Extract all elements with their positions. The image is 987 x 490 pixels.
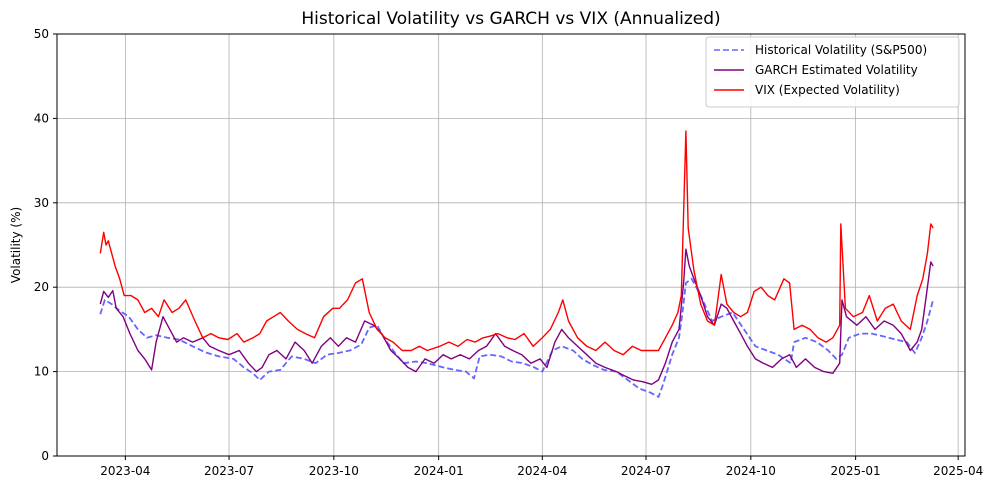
y-tick-label: 0 bbox=[41, 449, 49, 463]
legend-box bbox=[705, 36, 960, 108]
series-line-1 bbox=[99, 248, 934, 385]
x-tick-label: 2024-07 bbox=[621, 464, 671, 478]
y-tick-label: 50 bbox=[34, 27, 49, 41]
x-tick-label: 2025-04 bbox=[933, 464, 983, 478]
x-tick-label: 2024-01 bbox=[414, 464, 464, 478]
plot-frame bbox=[56, 33, 966, 457]
series-line-2 bbox=[99, 130, 934, 356]
legend-label-0: Historical Volatility (S&P500) bbox=[755, 43, 927, 57]
axes: 0 10 20 30 40 50 2023-04 2023-07 2023-10 2024-01 2… bbox=[34, 27, 984, 478]
chart-title: Historical Volatility vs GARCH vs VIX (A… bbox=[301, 9, 720, 29]
x-tick-label: 2025-01 bbox=[831, 464, 881, 478]
series-line-0 bbox=[99, 277, 934, 398]
legend-label-1: GARCH Estimated Volatility bbox=[755, 63, 918, 77]
grid bbox=[57, 33, 965, 457]
y-axis-label: Volatility (%) bbox=[9, 207, 23, 283]
x-tick-label: 2023-04 bbox=[100, 464, 150, 478]
y-tick-label: 10 bbox=[34, 365, 49, 379]
x-tick-label: 2023-07 bbox=[204, 464, 254, 478]
x-tick-label: 2024-10 bbox=[726, 464, 776, 478]
legend-label-2: VIX (Expected Volatility) bbox=[755, 83, 900, 97]
y-tick-label: 40 bbox=[34, 111, 49, 125]
x-tick-label: 2023-10 bbox=[309, 464, 359, 478]
series-group bbox=[99, 130, 934, 398]
y-tick-label: 30 bbox=[34, 196, 49, 210]
y-tick-label: 20 bbox=[34, 280, 49, 294]
legend-items: Historical Volatility (S&P500) GARCH Esti… bbox=[714, 43, 927, 97]
x-tick-label: 2024-04 bbox=[517, 464, 567, 478]
legend: Historical Volatility (S&P500) GARCH Esti… bbox=[705, 36, 960, 108]
